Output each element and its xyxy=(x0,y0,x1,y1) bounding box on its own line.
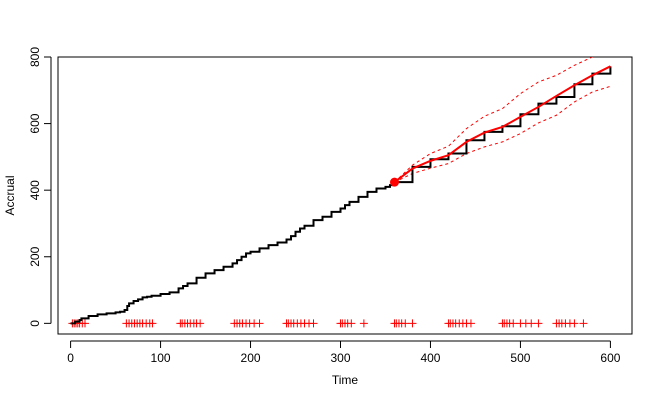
predicted-accrual-line xyxy=(393,65,611,183)
x-tick-label: 200 xyxy=(241,351,261,365)
event-mark xyxy=(579,319,588,328)
y-axis-title: Accrual xyxy=(3,175,17,215)
y-tick-label: 800 xyxy=(28,47,42,67)
x-tick-label: 0 xyxy=(67,351,74,365)
y-tick-label: 400 xyxy=(28,180,42,200)
event-mark xyxy=(196,319,205,328)
lower-bound-line xyxy=(394,85,611,183)
upper-bound-line xyxy=(394,57,596,183)
x-tick-label: 600 xyxy=(600,351,620,365)
plot-frame xyxy=(57,56,633,335)
y-tick-label: 0 xyxy=(28,320,42,327)
axes: 0 100 200 300 400 500 600 0 200 400 600 800 xyxy=(28,47,621,365)
event-mark xyxy=(148,319,157,328)
event-mark xyxy=(309,319,318,328)
event-mark xyxy=(466,319,475,328)
x-axis-title: Time xyxy=(332,373,359,387)
x-tick-label: 400 xyxy=(420,351,440,365)
current-point xyxy=(389,177,399,187)
event-mark xyxy=(408,319,417,328)
y-tick-label: 200 xyxy=(28,246,42,266)
event-mark xyxy=(255,319,264,328)
y-tick-label: 600 xyxy=(28,113,42,133)
x-tick-label: 300 xyxy=(330,351,350,365)
event-mark xyxy=(359,319,368,328)
event-mark xyxy=(534,319,543,328)
event-mark xyxy=(509,319,518,328)
event-mark xyxy=(527,319,536,328)
observed-accrual-line xyxy=(70,182,396,325)
event-mark xyxy=(80,319,89,328)
event-mark xyxy=(347,319,356,328)
event-mark xyxy=(570,319,579,328)
event-mark xyxy=(401,319,410,328)
x-tick-label: 500 xyxy=(510,351,530,365)
x-tick-label: 100 xyxy=(151,351,171,365)
